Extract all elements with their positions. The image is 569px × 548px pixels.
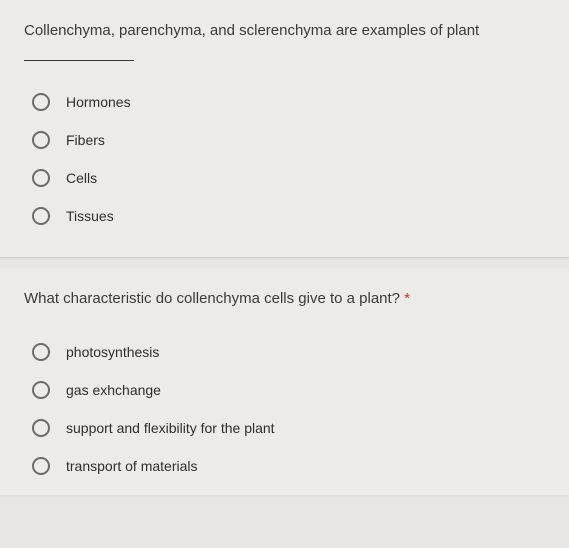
radio-icon[interactable] — [32, 457, 50, 475]
radio-icon[interactable] — [32, 169, 50, 187]
question-card-1: Collenchyma, parenchyma, and sclerenchym… — [0, 0, 569, 258]
radio-icon[interactable] — [32, 343, 50, 361]
option-label: transport of materials — [66, 458, 198, 474]
option-row[interactable]: support and flexibility for the plant — [24, 409, 545, 447]
question-card-2: What characteristic do collenchyma cells… — [0, 268, 569, 495]
option-label: Hormones — [66, 94, 131, 110]
radio-icon[interactable] — [32, 131, 50, 149]
spacer — [24, 315, 545, 333]
option-label: gas exhchange — [66, 382, 161, 398]
option-label: photosynthesis — [66, 344, 159, 360]
radio-icon[interactable] — [32, 419, 50, 437]
question-prompt-1: Collenchyma, parenchyma, and sclerenchym… — [24, 20, 545, 41]
question-prompt-text: What characteristic do collenchyma cells… — [24, 290, 404, 307]
option-row[interactable]: transport of materials — [24, 447, 545, 485]
option-label: Cells — [66, 170, 97, 186]
option-label: support and flexibility for the plant — [66, 420, 275, 436]
fill-blank-line — [24, 47, 134, 61]
question-prompt-2: What characteristic do collenchyma cells… — [24, 288, 545, 309]
option-label: Fibers — [66, 132, 105, 148]
option-row[interactable]: Tissues — [24, 197, 545, 235]
radio-icon[interactable] — [32, 207, 50, 225]
option-row[interactable]: Cells — [24, 159, 545, 197]
option-row[interactable]: Fibers — [24, 121, 545, 159]
option-label: Tissues — [66, 208, 114, 224]
option-row[interactable]: Hormones — [24, 83, 545, 121]
radio-icon[interactable] — [32, 93, 50, 111]
radio-icon[interactable] — [32, 381, 50, 399]
option-row[interactable]: gas exhchange — [24, 371, 545, 409]
option-row[interactable]: photosynthesis — [24, 333, 545, 371]
required-asterisk: * — [404, 290, 410, 307]
